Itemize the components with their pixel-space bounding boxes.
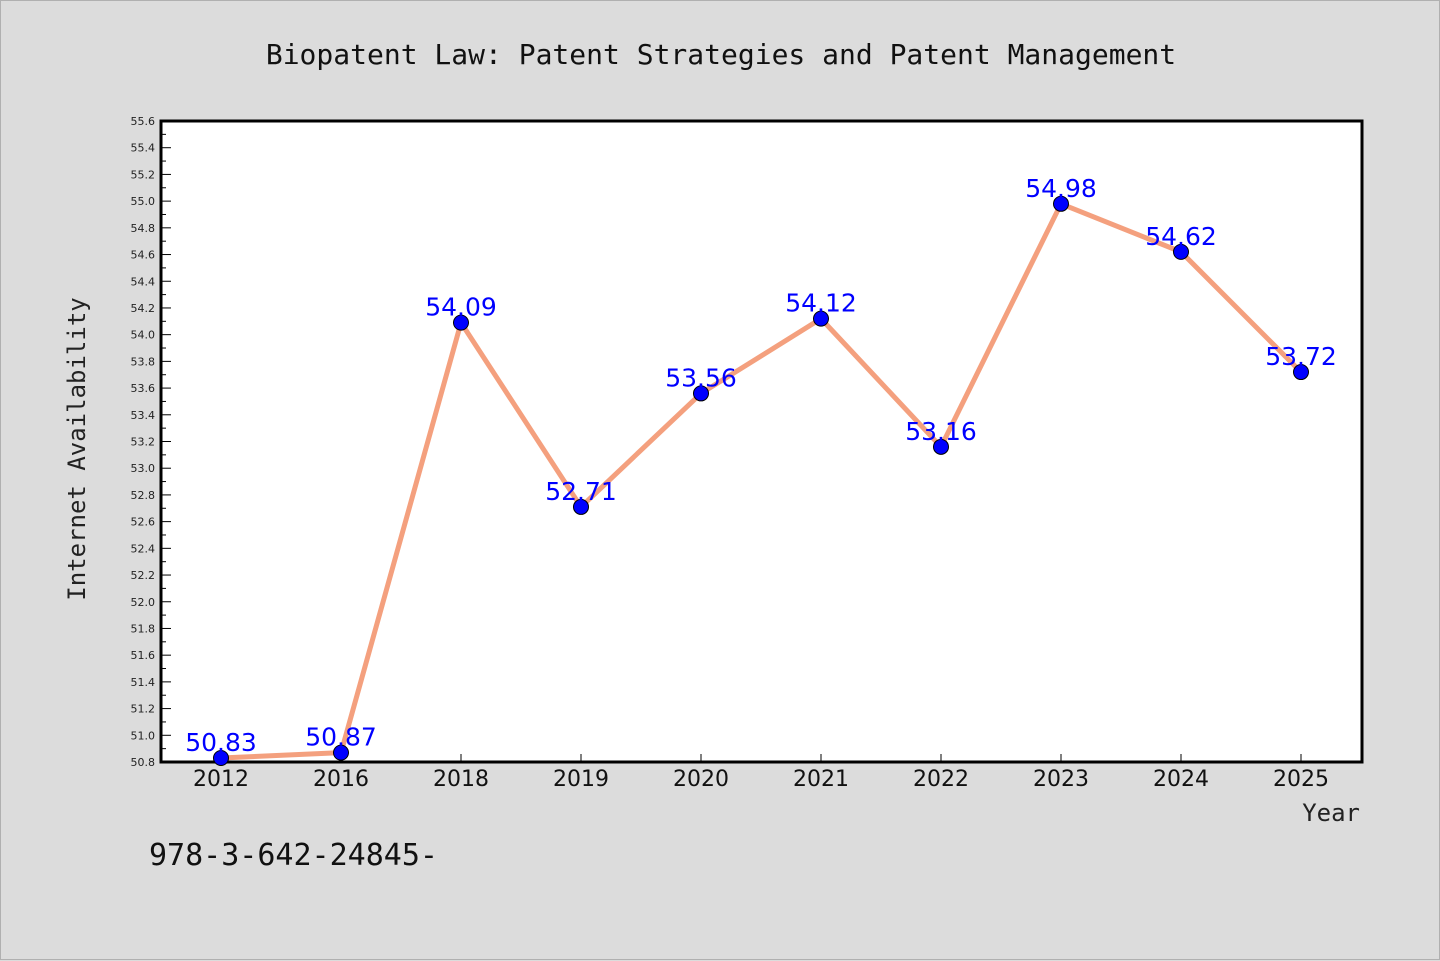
data-point <box>333 744 349 761</box>
data-point <box>213 749 229 766</box>
data-label: 53.16 <box>905 417 977 446</box>
x-tick-label: 2025 <box>1273 767 1329 792</box>
y-tick-label: 54.8 <box>131 222 156 235</box>
y-tick-label: 52.8 <box>131 489 156 502</box>
y-tick-label: 51.8 <box>131 622 156 635</box>
y-axis-title: Internet Availability <box>63 297 91 600</box>
y-tick-label: 51.4 <box>131 676 156 689</box>
y-tick-label: 55.6 <box>131 115 156 128</box>
x-tick-label: 2018 <box>433 767 489 792</box>
y-tick-label: 55.0 <box>131 195 156 208</box>
y-tick-label: 51.2 <box>131 703 156 716</box>
y-tick-label: 54.6 <box>131 249 156 262</box>
x-axis-title: Year <box>1302 799 1360 827</box>
data-point <box>1053 195 1069 212</box>
y-tick-label: 53.6 <box>131 382 156 395</box>
y-axis: 50.8 51.0 51.2 51.4 51.6 51.8 52.0 52.2 52.4 52.6… <box>131 115 171 769</box>
x-tick-label: 2021 <box>793 767 849 792</box>
data-label: 54.12 <box>785 289 857 318</box>
plot-area <box>159 119 1364 764</box>
x-tick-label: 2022 <box>913 767 969 792</box>
y-tick-label: 54.2 <box>131 302 156 315</box>
data-point <box>453 314 469 331</box>
x-tick-label: 2016 <box>313 767 369 792</box>
data-label: 54.98 <box>1025 174 1097 203</box>
data-label: 50.83 <box>185 728 257 757</box>
data-label: 53.56 <box>665 363 737 392</box>
data-label: 53.72 <box>1265 342 1337 371</box>
y-tick-label: 53.0 <box>131 462 156 475</box>
series-line <box>218 201 1304 761</box>
y-tick-label: 55.2 <box>131 168 156 181</box>
x-axis: 2012 2016 2018 2019 2020 2021 2022 2023 2024 2025 <box>193 754 1329 792</box>
data-point <box>693 385 709 402</box>
x-tick-label: 2020 <box>673 767 729 792</box>
x-tick-label: 2019 <box>553 767 609 792</box>
data-point <box>1173 243 1189 260</box>
x-tick-label: 2024 <box>1153 767 1209 792</box>
y-tick-label: 51.6 <box>131 649 156 662</box>
x-tick-label: 2023 <box>1033 767 1089 792</box>
data-series <box>213 195 1309 766</box>
data-point <box>1293 364 1309 381</box>
data-label: 54.62 <box>1145 222 1217 251</box>
data-label: 52.71 <box>545 477 617 506</box>
y-tick-label: 55.4 <box>131 142 156 155</box>
y-tick-label: 53.2 <box>131 436 156 449</box>
data-point <box>813 310 829 327</box>
y-tick-label: 53.4 <box>131 409 156 422</box>
y-tick-label: 52.6 <box>131 516 156 529</box>
y-tick-label: 54.4 <box>131 275 156 288</box>
isbn-footnote: 978-3-642-24845- <box>149 838 438 873</box>
x-tick-label: 2012 <box>193 767 249 792</box>
y-tick-label: 51.0 <box>131 729 156 742</box>
y-tick-label: 50.8 <box>131 756 156 769</box>
data-point <box>933 438 949 455</box>
y-tick-label: 53.8 <box>131 355 156 368</box>
data-point <box>573 498 589 515</box>
chart-title: Biopatent Law: Patent Strategies and Pat… <box>266 38 1176 71</box>
y-tick-label: 54.0 <box>131 329 156 342</box>
y-tick-label: 52.4 <box>131 542 156 555</box>
y-tick-label: 52.0 <box>131 596 156 609</box>
y-tick-label: 52.2 <box>131 569 156 582</box>
data-labels: 50.83 50.87 54.09 52.71 53.56 54.12 53.16 54.98… <box>185 174 1337 757</box>
data-label: 54.09 <box>425 293 497 322</box>
data-label: 50.87 <box>305 723 377 752</box>
